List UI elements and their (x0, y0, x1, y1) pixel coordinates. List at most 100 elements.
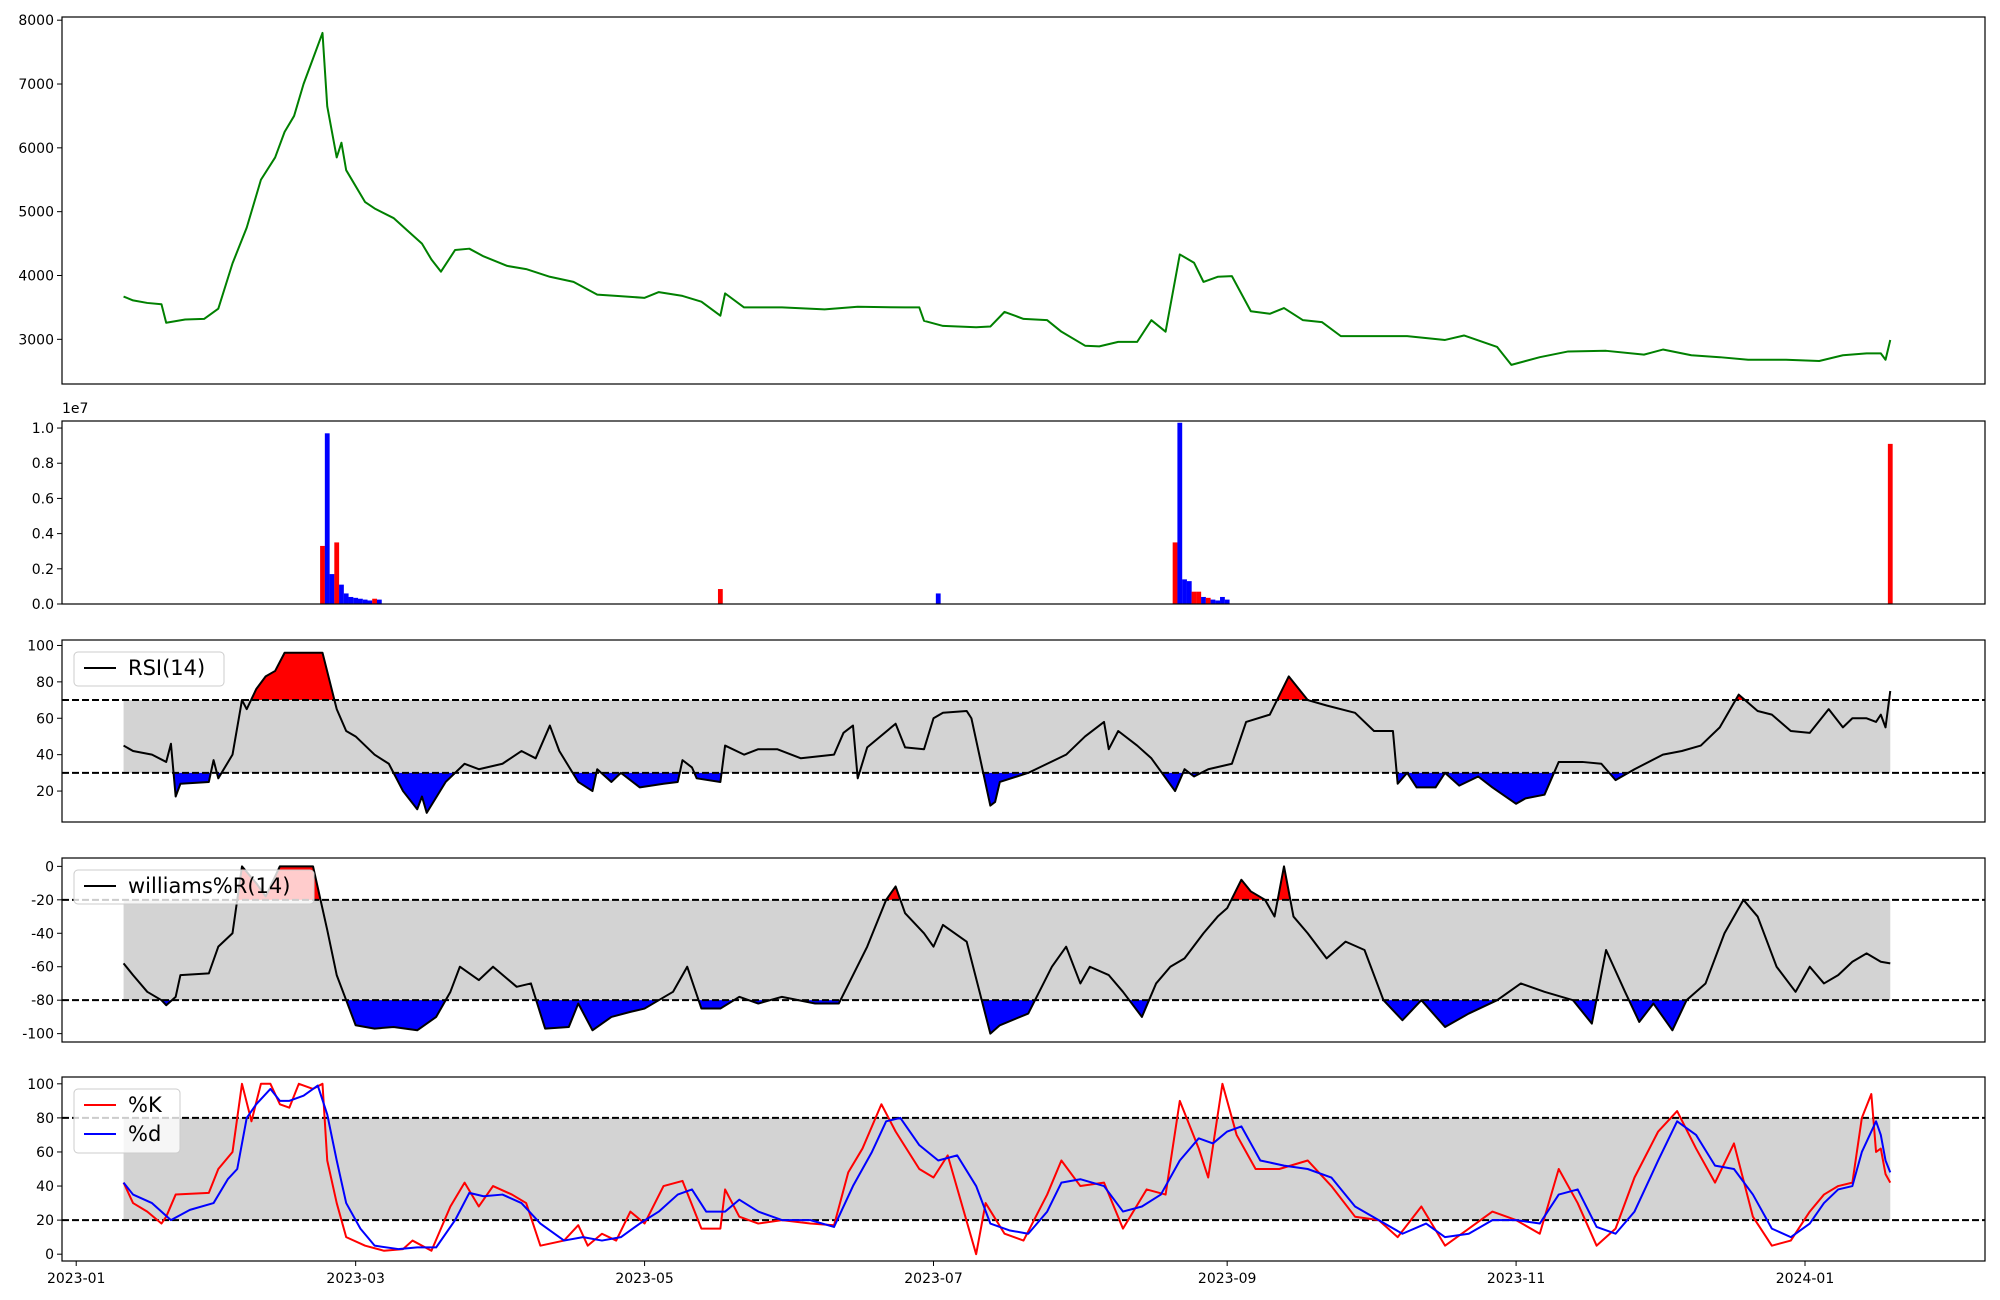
price-y-tick-label: 5000 (18, 205, 54, 221)
volume-bars (320, 422, 1893, 604)
volume-y-ticks: 0.0 0.2 0.4 0.6 0.8 1.0 (32, 421, 62, 613)
williams-y-tick-label: -20 (31, 893, 54, 909)
volume-bar (1215, 600, 1221, 604)
stochastic-y-tick-label: 0 (45, 1247, 54, 1263)
price-y-tick-label: 7000 (18, 77, 54, 93)
volume-bar (1210, 599, 1216, 604)
rsi-line (123, 651, 1892, 814)
williams-line (122, 865, 1891, 1035)
volume-y-tick-label: 0.6 (32, 491, 54, 507)
d-line (122, 1084, 1892, 1251)
price-line (123, 31, 1892, 366)
volume-axes-frame (61, 420, 1986, 605)
k-line (122, 1082, 1892, 1256)
volume-bar (1177, 422, 1183, 604)
williams-overbought-fill (1277, 866, 1291, 900)
x-tick-label: 2023-01 (47, 1271, 106, 1287)
williams-y-tick-label: -40 (31, 926, 54, 942)
x-tick-label: 2024-01 (1776, 1271, 1835, 1287)
volume-panel: 0.0 0.2 0.4 0.6 0.8 1.0 1e7 (32, 401, 1893, 613)
rsi-overbought-fill (251, 652, 335, 701)
rsi-y-tick-label: 80 (36, 675, 54, 691)
volume-bar (1224, 599, 1230, 604)
williams-legend: williams%R(14) (73, 869, 315, 905)
volume-bar (348, 596, 354, 604)
rsi-y-tick-label: 40 (36, 748, 54, 764)
volume-bar (1191, 591, 1197, 604)
x-tick-label: 2023-03 (326, 1271, 385, 1287)
date-x-axis: 2023-01 2023-03 2023-05 2023-07 2023-09 2023-… (47, 1261, 1834, 1287)
williams-y-tick-label: -100 (22, 1027, 54, 1043)
volume-bar (343, 593, 349, 604)
volume-bar (1220, 596, 1225, 604)
volume-offset-label: 1e7 (62, 401, 88, 417)
price-panel: 3000 4000 5000 6000 7000 8000 (18, 13, 1892, 366)
williams-oversold-fill (1129, 1000, 1150, 1017)
rsi-y-tick-label: 20 (36, 784, 54, 800)
volume-bar (1182, 579, 1187, 604)
williams-y-tick-label: -80 (31, 993, 54, 1009)
volume-bar (324, 433, 330, 604)
rsi-oversold-fill (1445, 772, 1554, 804)
volume-bar (1172, 542, 1178, 604)
volume-bar (357, 598, 363, 604)
williams-oversold-fill (698, 1000, 734, 1009)
stochastic-y-ticks: 0 20 40 60 80 100 (27, 1077, 62, 1263)
volume-bar (1196, 591, 1202, 604)
rsi-oversold-fill (572, 772, 597, 792)
volume-bar (717, 589, 723, 604)
price-series (123, 31, 1892, 366)
rsi-y-tick-label: 60 (36, 711, 54, 727)
williams-oversold-fill (1383, 1000, 1422, 1021)
volume-bar (372, 598, 378, 604)
williams-y-tick-label: 0 (45, 859, 54, 875)
volume-bar (353, 597, 359, 604)
price-y-tick-label: 6000 (18, 141, 54, 157)
rsi-axes-frame (61, 639, 1986, 823)
volume-y-tick-label: 1.0 (32, 421, 54, 437)
volume-bar (320, 545, 325, 604)
williams-y-ticks: -100 -80 -60 -40 -20 0 (22, 859, 62, 1043)
rsi-oversold-fill (601, 772, 621, 782)
rsi-overbought-fill (1277, 676, 1308, 701)
price-axes-frame (61, 16, 1986, 385)
volume-y-tick-label: 0.4 (32, 527, 54, 543)
rsi-legend: RSI(14) (73, 651, 225, 687)
volume-bar (935, 593, 941, 604)
volume-bar (339, 584, 344, 604)
volume-bar (1887, 443, 1893, 604)
rsi-y-ticks: 20 40 60 80 100 (27, 638, 62, 800)
rsi-legend-label: RSI(14) (128, 656, 205, 680)
volume-bar (362, 599, 368, 604)
stochastic-y-tick-label: 20 (36, 1213, 54, 1229)
williams-y-tick-label: -60 (31, 960, 54, 976)
x-tick-label: 2023-07 (904, 1271, 963, 1287)
williams-oversold-fill (346, 1000, 446, 1031)
volume-y-tick-label: 0.0 (32, 597, 54, 613)
williams-legend-box (73, 869, 315, 905)
williams-oversold-fill (536, 1000, 659, 1031)
volume-y-tick-label: 0.8 (32, 456, 54, 472)
rsi-oversold-fill (393, 772, 456, 813)
rsi-series (62, 651, 1985, 814)
stochastic-neutral-band (123, 1117, 1891, 1221)
williams-neutral-band (123, 899, 1891, 1001)
k-legend-label: %K (128, 1093, 163, 1117)
price-y-tick-label: 4000 (18, 268, 54, 284)
volume-bar (376, 599, 382, 604)
volume-bar (329, 574, 335, 604)
rsi-oversold-fill (983, 772, 1029, 806)
williams-legend-label: williams%R(14) (128, 874, 290, 898)
x-tick-label: 2023-11 (1487, 1271, 1546, 1287)
williams-panel: -100 -80 -60 -40 -20 0 williams%R(14) (22, 859, 1985, 1043)
volume-bar (1201, 596, 1206, 604)
rsi-oversold-fill (173, 772, 211, 797)
rsi-legend-box (73, 651, 225, 687)
volume-bar (1205, 597, 1211, 604)
panel-frames (61, 16, 1986, 1262)
rsi-panel: 20 40 60 80 100 RSI(14) (27, 638, 1985, 814)
stochastic-series (62, 1082, 1985, 1256)
